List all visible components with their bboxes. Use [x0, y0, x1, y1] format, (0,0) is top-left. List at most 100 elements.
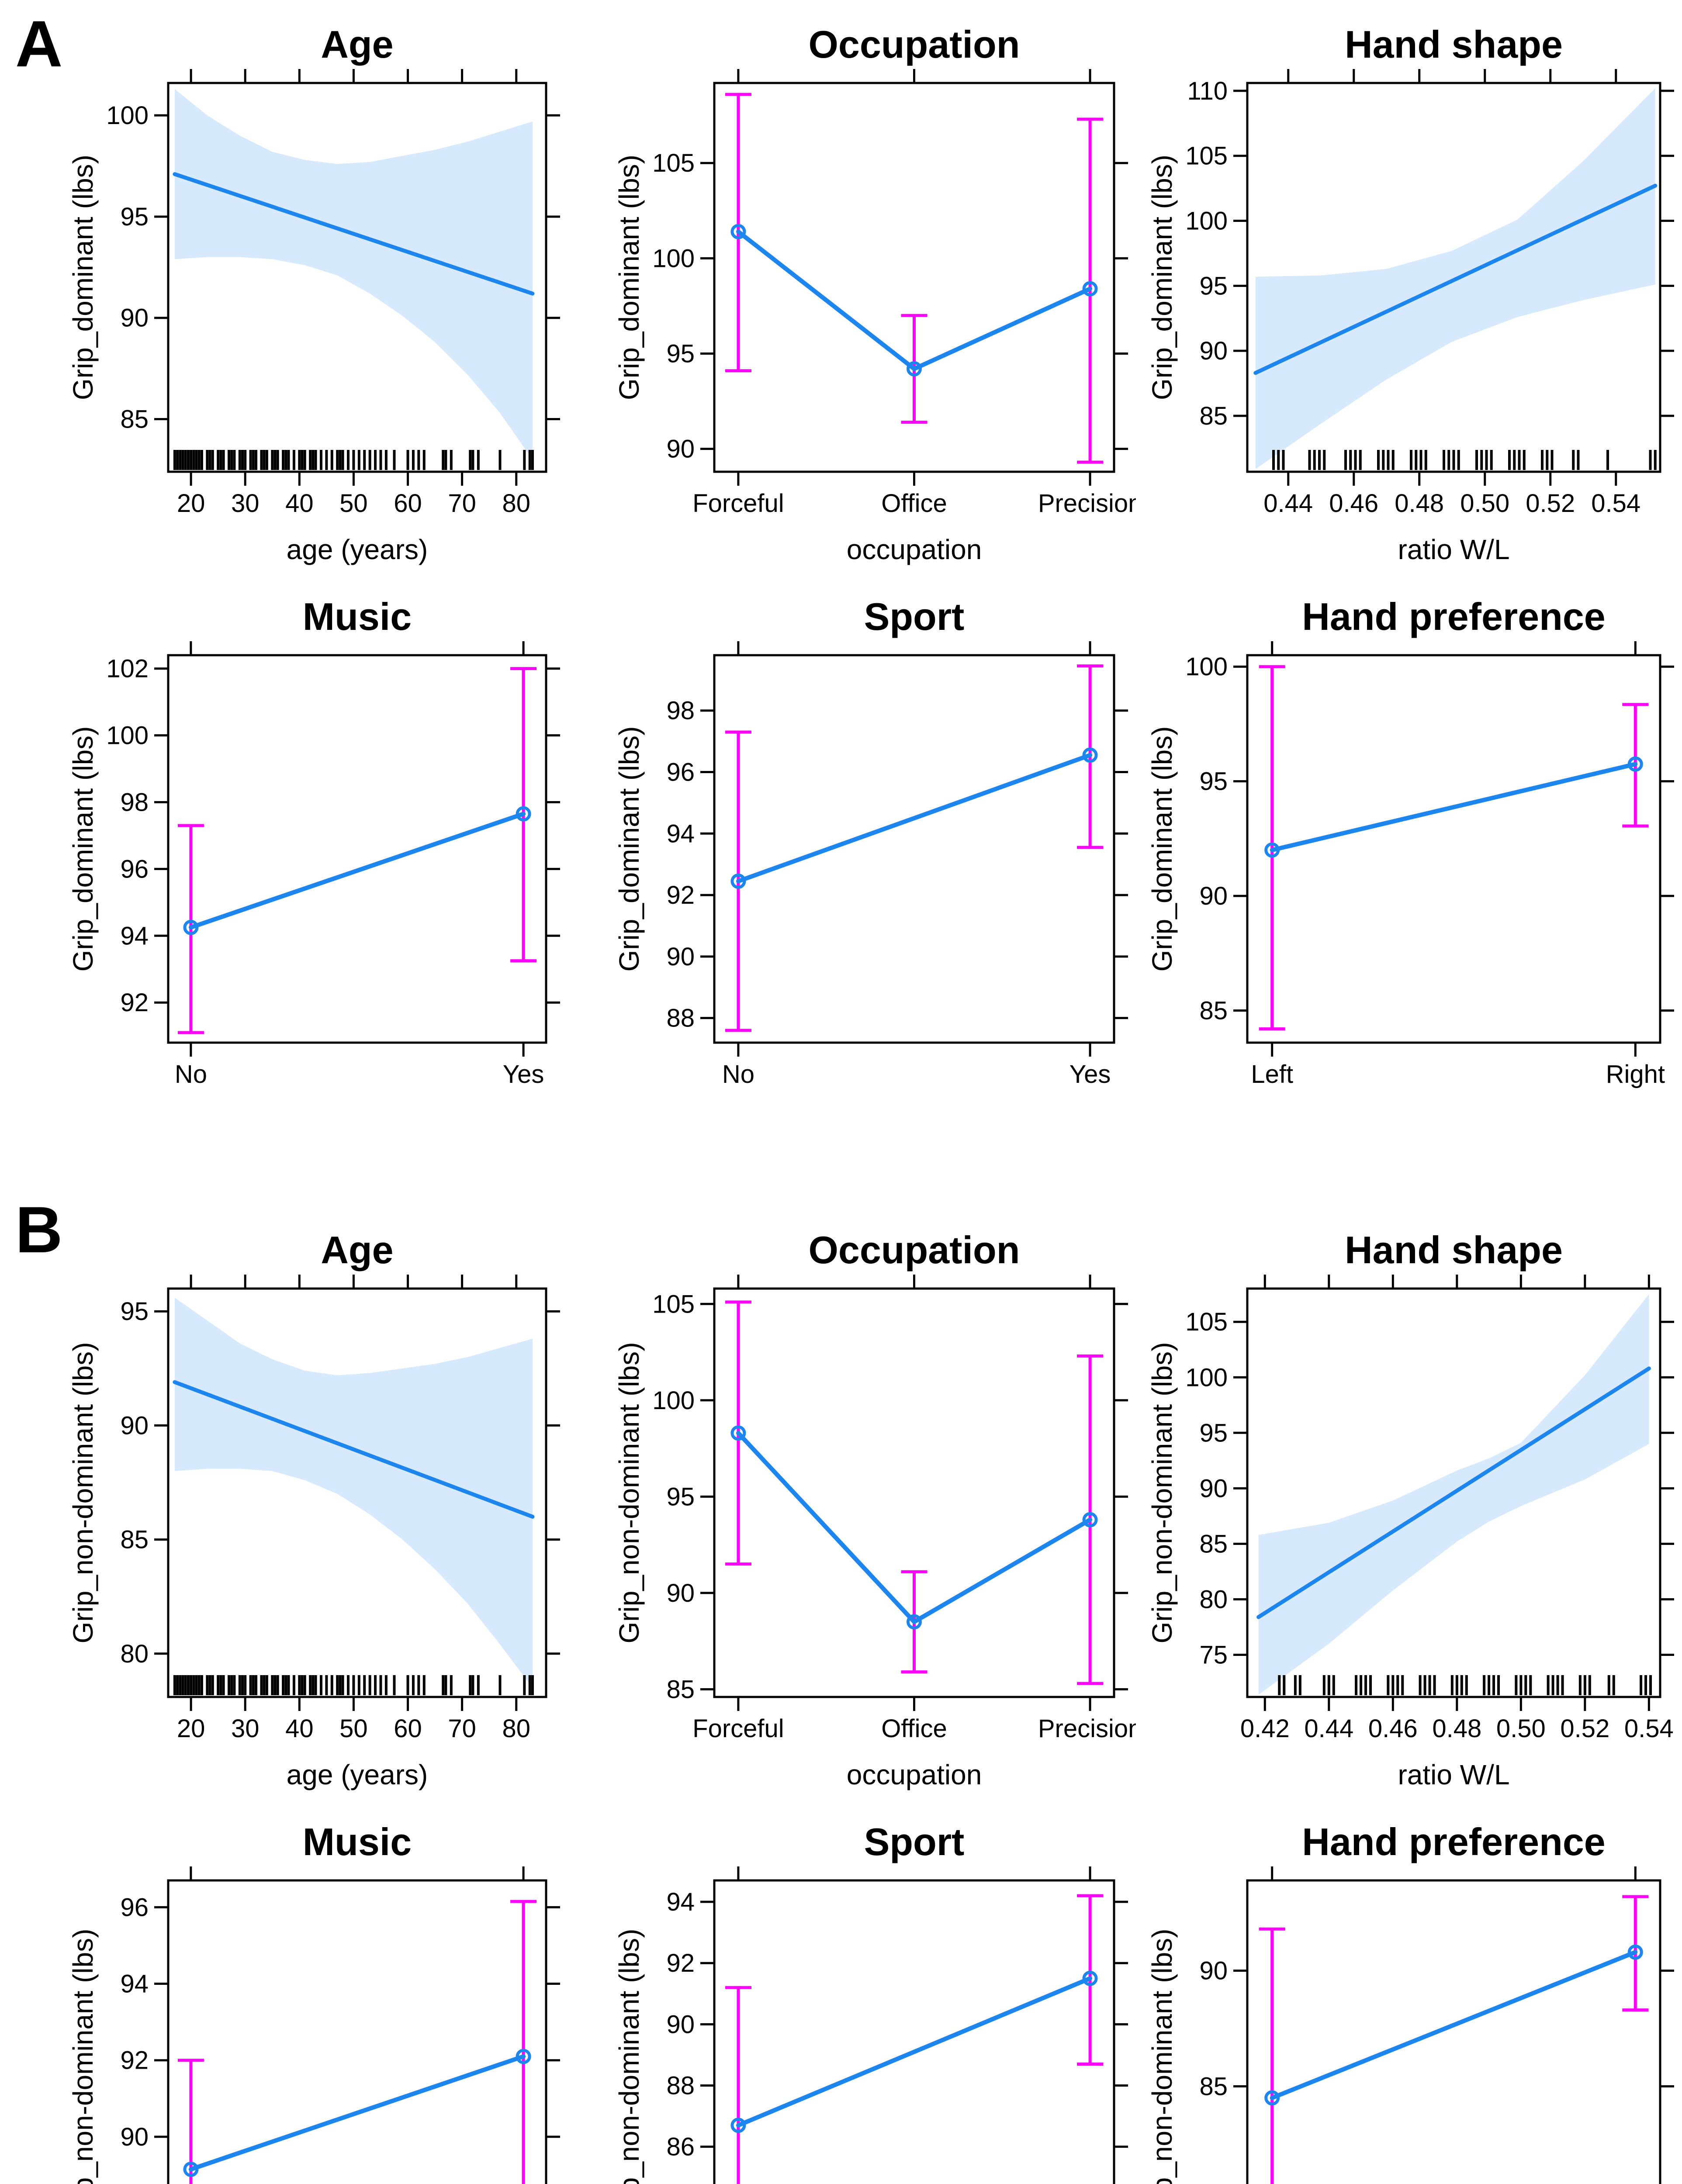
svg-text:95: 95 [120, 1297, 149, 1326]
svg-text:Music: Music [303, 1820, 412, 1863]
plot-canvas: Age 20 30 40 50 60 70 80 80 85 90 95 Grip_non-domina… [67, 1228, 560, 1790]
svg-text:Grip_dominant (lbs): Grip_dominant (lbs) [1146, 726, 1178, 972]
svg-text:Hand shape: Hand shape [1345, 23, 1563, 66]
svg-text:90: 90 [666, 1579, 695, 1607]
svg-text:105: 105 [652, 1290, 695, 1318]
svg-text:Grip_dominant (lbs): Grip_dominant (lbs) [1146, 155, 1178, 400]
svg-text:85: 85 [120, 405, 149, 433]
svg-text:90: 90 [1199, 882, 1228, 910]
svg-text:0.44: 0.44 [1263, 489, 1313, 518]
svg-text:92: 92 [120, 2046, 149, 2075]
plot-canvas: Hand shape 0.44 0.46 0.48 0.50 0.52 0.54 85 90 95… [1146, 23, 1674, 565]
svg-text:90: 90 [1199, 1957, 1228, 1985]
svg-text:0.50: 0.50 [1496, 1714, 1546, 1743]
svg-text:90: 90 [120, 304, 149, 332]
plot-canvas: Occupation Forceful Office Precision 90 95 100… [613, 23, 1136, 565]
chart-grip-dominant-sport: Sport No Yes 88 90 92 94 96 98 Grip_dominant (lbs… [612, 581, 1136, 1099]
svg-text:0.48: 0.48 [1395, 489, 1444, 518]
plot-canvas: Age 20 30 40 50 60 70 80 85 90 95 100Grip_dominant … [67, 23, 560, 565]
svg-text:85: 85 [1199, 2072, 1228, 2101]
svg-text:80: 80 [1199, 1585, 1228, 1614]
svg-text:0.54: 0.54 [1591, 489, 1640, 518]
svg-text:95: 95 [1199, 1419, 1228, 1447]
svg-text:Age: Age [321, 23, 393, 66]
svg-text:0.52: 0.52 [1560, 1714, 1609, 1743]
svg-text:Grip_dominant (lbs): Grip_dominant (lbs) [67, 726, 99, 972]
svg-text:70: 70 [448, 489, 476, 518]
chart-grip-non-dominant-occupation: Occupation Forceful Office Precision 85 90 95 1… [612, 1214, 1136, 1806]
svg-text:Forceful: Forceful [692, 489, 784, 518]
svg-text:95: 95 [1199, 767, 1228, 796]
svg-text:Precision: Precision [1038, 489, 1136, 518]
svg-text:0.46: 0.46 [1329, 489, 1378, 518]
svg-text:Grip_dominant (lbs): Grip_dominant (lbs) [613, 155, 645, 400]
chart-grip-dominant-hand-shape: Hand shape 0.44 0.46 0.48 0.50 0.52 0.54 85 90 95… [1145, 9, 1682, 581]
svg-text:Yes: Yes [503, 1060, 544, 1089]
svg-text:98: 98 [120, 788, 149, 816]
svg-text:92: 92 [666, 881, 695, 909]
chart-grip-non-dominant-hand-preference: Hand preferenceLeftRight808590Grip_non-d… [1145, 1806, 1682, 2184]
chart-grip-non-dominant-sport: SportNoYes82848688909294Grip_non-dominan… [612, 1806, 1136, 2184]
svg-text:Grip_dominant (lbs): Grip_dominant (lbs) [613, 726, 645, 972]
svg-text:85: 85 [1199, 997, 1228, 1025]
svg-text:0.52: 0.52 [1526, 489, 1575, 518]
svg-text:85: 85 [1199, 1530, 1228, 1558]
svg-text:Grip_non-dominant (lbs): Grip_non-dominant (lbs) [613, 1928, 645, 2184]
svg-text:40: 40 [285, 489, 314, 518]
svg-text:90: 90 [1199, 1474, 1228, 1503]
svg-text:0.50: 0.50 [1460, 489, 1509, 518]
svg-text:105: 105 [652, 149, 695, 177]
svg-text:100: 100 [652, 244, 695, 273]
svg-text:60: 60 [394, 1714, 422, 1743]
plot-canvas: Hand preferenceLeftRight808590Grip_non-d… [1146, 1820, 1674, 2184]
svg-text:0.54: 0.54 [1624, 1714, 1674, 1743]
svg-text:Music: Music [303, 595, 412, 638]
svg-text:94: 94 [666, 1888, 695, 1916]
svg-text:occupation: occupation [847, 534, 982, 565]
chart-grip-non-dominant-age: Age 20 30 40 50 60 70 80 80 85 90 95 Grip_non-domina… [66, 1214, 568, 1806]
svg-text:Office: Office [881, 1714, 947, 1743]
svg-text:Yes: Yes [1069, 1060, 1111, 1089]
plot-canvas: Occupation Forceful Office Precision 85 90 95 1… [613, 1228, 1136, 1790]
svg-text:ratio W/L: ratio W/L [1398, 534, 1509, 565]
svg-text:30: 30 [231, 489, 260, 518]
panel-a-label: A [15, 7, 63, 80]
svg-text:80: 80 [502, 489, 530, 518]
svg-text:Grip_non-dominant (lbs): Grip_non-dominant (lbs) [67, 1928, 99, 2184]
svg-text:100: 100 [652, 1386, 695, 1415]
svg-text:Grip_non-dominant (lbs): Grip_non-dominant (lbs) [613, 1342, 645, 1643]
svg-text:110: 110 [1187, 77, 1228, 105]
svg-text:100: 100 [106, 101, 149, 130]
chart-grip-dominant-occupation: Occupation Forceful Office Precision 90 95 100… [612, 9, 1136, 581]
svg-text:85: 85 [1199, 402, 1228, 430]
svg-text:Grip_dominant (lbs): Grip_dominant (lbs) [67, 155, 99, 400]
chart-grip-non-dominant-hand-shape: Hand shape 0.42 0.44 0.46 0.48 0.50 0.52 0.54 75… [1145, 1214, 1682, 1806]
svg-text:ratio W/L: ratio W/L [1398, 1759, 1509, 1790]
svg-text:96: 96 [120, 1893, 149, 1921]
svg-text:75: 75 [1199, 1641, 1228, 1669]
svg-text:80: 80 [502, 1714, 530, 1743]
svg-text:88: 88 [666, 1004, 695, 1033]
svg-text:No: No [175, 1060, 207, 1089]
svg-text:95: 95 [120, 203, 149, 231]
svg-text:90: 90 [666, 435, 695, 463]
svg-text:80: 80 [120, 1640, 149, 1668]
svg-text:100: 100 [106, 722, 149, 750]
svg-text:90: 90 [120, 2123, 149, 2151]
svg-text:Hand shape: Hand shape [1345, 1228, 1563, 1272]
svg-text:96: 96 [120, 855, 149, 883]
svg-text:86: 86 [666, 2133, 695, 2161]
svg-text:Grip_non-dominant (lbs): Grip_non-dominant (lbs) [1146, 1928, 1178, 2184]
svg-text:90: 90 [1199, 337, 1228, 365]
svg-text:0.46: 0.46 [1368, 1714, 1418, 1743]
svg-text:95: 95 [1199, 272, 1228, 300]
svg-text:88: 88 [666, 2072, 695, 2100]
svg-text:105: 105 [1185, 142, 1228, 170]
svg-text:occupation: occupation [847, 1759, 982, 1790]
svg-text:94: 94 [666, 819, 695, 848]
svg-text:0.48: 0.48 [1432, 1714, 1481, 1743]
svg-text:94: 94 [120, 922, 149, 950]
svg-text:20: 20 [177, 489, 205, 518]
svg-text:95: 95 [666, 340, 695, 368]
plot-canvas: Hand preference Left Right 85 90 95 100 Grip_do… [1146, 595, 1674, 1089]
